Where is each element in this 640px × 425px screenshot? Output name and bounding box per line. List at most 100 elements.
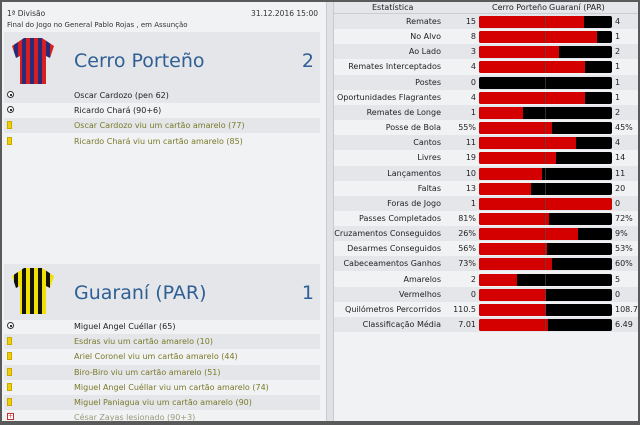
stat-bar-midline xyxy=(545,258,546,271)
stat-home-value: 110.5 xyxy=(453,304,476,314)
stat-row: Ao Lado 3 2 xyxy=(334,44,638,60)
stat-row: Remates Interceptados 4 1 xyxy=(334,59,638,74)
stat-bar xyxy=(479,212,612,225)
stat-away-value: 108.7 xyxy=(615,304,638,314)
away-team-name[interactable]: Guaraní (PAR) xyxy=(74,282,207,304)
stat-label: Cantos xyxy=(413,138,441,148)
event-row: Miguel Angel Cuéllar (65) xyxy=(4,319,320,334)
competition: 1ª Divisão xyxy=(7,9,46,18)
stat-away-value: 1 xyxy=(615,92,621,102)
home-team-name[interactable]: Cerro Porteño xyxy=(74,50,205,72)
stat-bar xyxy=(479,303,612,316)
stat-away-value: 20 xyxy=(615,183,626,193)
yellow-card-icon xyxy=(7,352,12,361)
panel-splitter[interactable] xyxy=(326,2,334,421)
stat-label: Ao Lado xyxy=(408,47,441,57)
stat-bar-midline xyxy=(545,182,546,195)
event-text: Oscar Cardozo (pen 62) xyxy=(74,91,169,100)
yellow-card-icon xyxy=(7,121,12,130)
stat-bar-midline xyxy=(545,212,546,225)
stat-label: Remates Interceptados xyxy=(348,62,441,72)
stat-label: Oportunidades Flagrantes xyxy=(336,92,441,102)
ball-icon xyxy=(7,106,14,114)
stat-row: Faltas 13 20 xyxy=(334,181,638,196)
stat-home-value: 4 xyxy=(470,92,476,102)
event-row: Esdras viu um cartão amarelo (10) xyxy=(4,334,320,350)
stat-home-value: 8 xyxy=(470,32,476,42)
stat-row: Cabeceamentos Ganhos 73% 60% xyxy=(334,256,638,272)
stat-bar-midline xyxy=(545,152,546,165)
stat-bar-home-fill xyxy=(479,31,598,44)
stat-away-value: 6.49 xyxy=(615,320,633,329)
stat-bar-midline xyxy=(545,303,546,316)
injury-icon: + xyxy=(7,413,14,421)
stat-bar-home-fill xyxy=(479,16,584,28)
stat-label: Posse de Bola xyxy=(385,123,441,133)
stat-bar-midline xyxy=(545,61,546,74)
stat-home-value: 15 xyxy=(465,17,476,26)
stats-header-label[interactable]: Estatística xyxy=(372,3,414,12)
stat-label: Quilómetros Percorridos xyxy=(345,304,441,314)
stat-bar-midline xyxy=(545,228,546,241)
stat-label: Remates de Longe xyxy=(366,107,441,117)
stat-bar-midline xyxy=(545,31,546,44)
stat-home-value: 19 xyxy=(465,153,476,163)
stat-away-value: 5 xyxy=(615,274,621,284)
stat-label: Desarmes Conseguidos xyxy=(347,244,441,254)
stat-row: Livres 19 14 xyxy=(334,150,638,165)
event-text: Ricardo Chará viu um cartão amarelo (85) xyxy=(74,136,243,146)
stat-bar xyxy=(479,197,612,210)
stat-bar-home-fill xyxy=(479,303,547,316)
stat-bar xyxy=(479,167,612,180)
match-datetime: 31.12.2016 15:00 xyxy=(251,9,318,18)
yellow-card-icon xyxy=(7,367,12,376)
stat-bar xyxy=(479,152,612,165)
yellow-card-icon xyxy=(7,136,12,145)
event-row: Miguel Paniagua viu um cartão amarelo (9… xyxy=(4,395,320,410)
stat-bar-home-fill xyxy=(479,228,578,241)
stat-bar-midline xyxy=(545,16,546,28)
stat-bar-home-fill xyxy=(479,91,586,104)
stat-label: No Alvo xyxy=(410,32,441,42)
home-shirt-icon xyxy=(12,38,54,84)
event-row: Ricardo Chará viu um cartão amarelo (85) xyxy=(4,134,320,149)
stat-bar xyxy=(479,76,612,89)
stat-bar-midline xyxy=(545,76,546,89)
stat-row: Passes Completados 81% 72% xyxy=(334,211,638,226)
stat-bar-midline xyxy=(545,46,546,59)
stat-home-value: 0 xyxy=(470,77,476,87)
event-text: Ricardo Chará (90+6) xyxy=(74,106,162,116)
stat-bar-midline xyxy=(545,137,546,150)
stat-bar-home-fill xyxy=(479,258,553,271)
stat-away-value: 53% xyxy=(615,244,633,254)
stat-bar xyxy=(479,319,612,331)
stat-bar-home-fill xyxy=(479,122,553,135)
stat-bar-home-fill xyxy=(479,243,548,256)
stat-bar-home-fill xyxy=(479,46,559,59)
stat-home-value: 10 xyxy=(465,168,476,178)
match-subtitle: Final do Jogo no General Pablo Rojas , e… xyxy=(7,21,188,29)
stat-label: Vermelhos xyxy=(399,289,441,299)
stat-bar-midline xyxy=(545,197,546,210)
stat-bar-midline xyxy=(545,106,546,119)
stat-bar xyxy=(479,182,612,195)
stat-away-value: 1 xyxy=(615,62,621,72)
stat-home-value: 73% xyxy=(458,259,476,269)
stat-bar-home-fill xyxy=(479,212,550,225)
stat-row: Cruzamentos Conseguidos 26% 9% xyxy=(334,226,638,242)
stat-row: Remates de Longe 1 2 xyxy=(334,104,638,120)
stat-row: Posse de Bola 55% 45% xyxy=(334,120,638,135)
stat-bar xyxy=(479,288,612,301)
event-row: Oscar Cardozo viu um cartão amarelo (77) xyxy=(4,118,320,134)
stat-row: Classificação Média 7.01 6.49 xyxy=(334,317,638,332)
stat-bar-home-fill xyxy=(479,137,577,150)
stat-bar-home-fill xyxy=(479,273,518,286)
stat-away-value: 45% xyxy=(615,123,633,133)
stat-away-value: 1 xyxy=(615,77,621,87)
stat-home-value: 3 xyxy=(470,47,476,57)
event-row: Ricardo Chará (90+6) xyxy=(4,103,320,118)
stat-home-value: 11 xyxy=(465,138,476,148)
ball-icon xyxy=(7,91,14,98)
stat-bar-home-fill xyxy=(479,61,586,74)
stat-row: Cantos 11 4 xyxy=(334,135,638,151)
